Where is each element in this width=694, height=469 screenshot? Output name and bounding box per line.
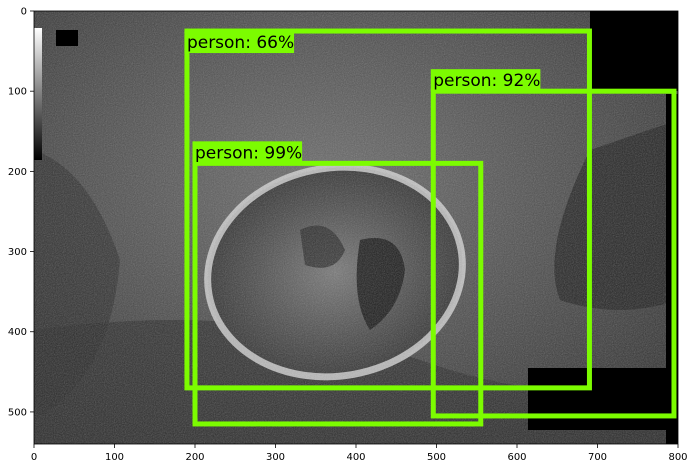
bounding-box xyxy=(192,160,484,427)
bounding-box xyxy=(184,28,592,391)
x-tick-label: 0 xyxy=(31,452,37,463)
label-background xyxy=(184,31,295,54)
detection-label: person: 66% xyxy=(187,33,294,53)
x-tick-label: 300 xyxy=(266,452,285,463)
x-axis: 0 100 200 300 400 500 600 700 800 xyxy=(31,444,688,463)
x-tick-label: 600 xyxy=(507,452,526,463)
label-background xyxy=(192,141,303,164)
detection-label: person: 99% xyxy=(195,143,302,163)
ultrasound-image xyxy=(34,11,678,444)
y-tick-label: 200 xyxy=(8,167,27,178)
detection-boxes: person: 92% person: 99% person: 66% xyxy=(184,28,677,427)
x-tick-label: 700 xyxy=(588,452,607,463)
detection-box: person: 66% xyxy=(184,28,592,391)
y-tick-label: 0 xyxy=(21,7,27,18)
y-tick-label: 400 xyxy=(8,327,27,338)
x-tick-label: 800 xyxy=(668,452,687,463)
x-tick-label: 500 xyxy=(427,452,446,463)
x-tick-label: 200 xyxy=(185,452,204,463)
y-tick-label: 100 xyxy=(8,87,27,98)
x-tick-label: 100 xyxy=(105,452,124,463)
detection-box: person: 92% xyxy=(430,69,677,419)
y-tick-label: 500 xyxy=(8,407,27,418)
y-axis: 0 100 200 300 400 500 xyxy=(8,7,34,418)
label-background xyxy=(430,69,541,92)
detection-box: person: 99% xyxy=(192,141,484,427)
detection-label: person: 92% xyxy=(433,71,540,91)
bounding-box xyxy=(430,88,677,419)
y-tick-label: 300 xyxy=(8,247,27,258)
x-tick-label: 400 xyxy=(346,452,365,463)
